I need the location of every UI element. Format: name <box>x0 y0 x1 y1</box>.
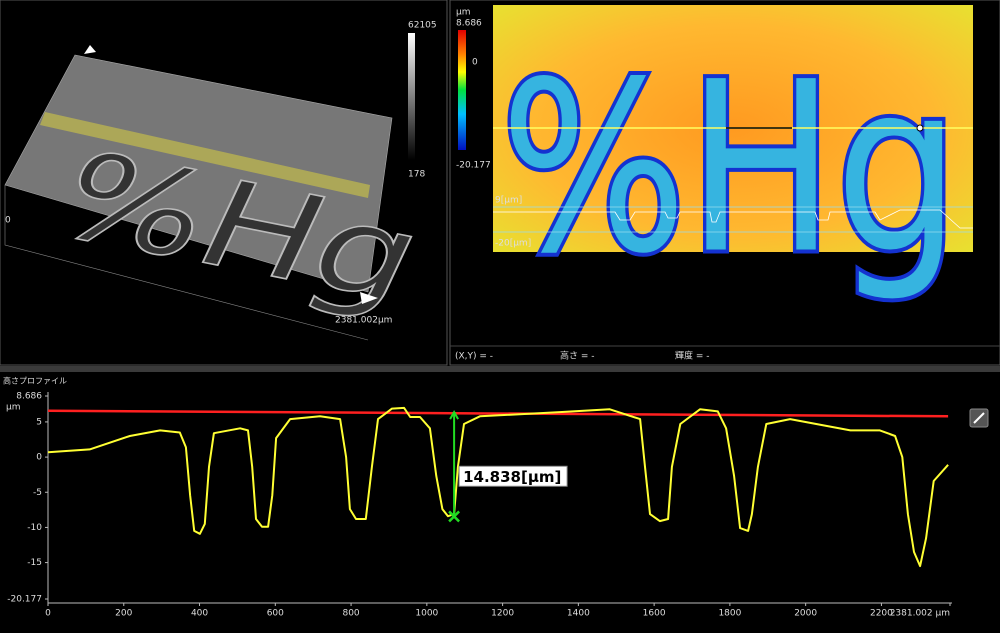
reference-line <box>47 409 949 418</box>
colorbar <box>408 33 415 160</box>
measurement-arrow <box>449 410 459 420</box>
x-tick-label: 800 <box>342 609 359 619</box>
colorbar <box>458 30 466 150</box>
surface <box>4 54 393 293</box>
profile-line <box>47 406 949 568</box>
axis-arrow <box>84 45 96 54</box>
overlay-profile <box>493 209 973 229</box>
x-tick-label: 600 <box>267 609 284 619</box>
splitter[interactable] <box>0 366 1000 372</box>
measurement-label-box <box>458 465 568 487</box>
x-tick-label: 1200 <box>491 609 514 619</box>
y-tick-label: -15 <box>27 558 42 568</box>
y-tick-label: 5 <box>36 417 42 427</box>
colorbar-label: 178 <box>408 170 425 180</box>
y-tick-label: -5 <box>33 488 42 498</box>
x-tick-label: 2200 <box>870 609 893 619</box>
x-tick-label: 1600 <box>643 609 666 619</box>
box-edge <box>4 185 369 341</box>
x-tick-label: 1000 <box>415 609 438 619</box>
profile-chart: μm -20.177 -15 -10 -5 0 5 8.686 0 200 400 600 800 100… <box>6 392 952 619</box>
status-item: 高さ = - <box>560 350 595 362</box>
x-tick-label: 400 <box>191 609 208 619</box>
measurement-marker <box>448 510 460 523</box>
x-tick-label: 0 <box>45 609 51 619</box>
edit-button[interactable] <box>969 408 989 428</box>
panel-title: 高さプロファイル <box>3 376 67 386</box>
colorbar-label: -20.177 <box>456 161 491 171</box>
y-tick-label: 0 <box>36 453 42 463</box>
button-icon <box>973 412 985 424</box>
y-tick-label: 8.686 <box>16 392 42 402</box>
x-tick-label: 2000 <box>794 609 817 619</box>
status-item: 輝度 = - <box>675 350 710 362</box>
axis-label: 0 <box>5 216 11 226</box>
status-item: (X,Y) = - <box>455 352 493 362</box>
y-tick-label: -10 <box>27 523 42 533</box>
cursor[interactable] <box>916 124 924 132</box>
y-unit: μm <box>6 403 21 413</box>
map-text: %Hg <box>500 32 960 305</box>
x-tick-label: 1800 <box>718 609 741 619</box>
x-tick-label: 2381.002 μm <box>890 609 950 619</box>
axis-label: 2381.002μm <box>335 316 392 326</box>
profile-band <box>40 112 370 198</box>
measurement-label: 14.838[μm] <box>463 468 561 486</box>
y-tick-label: -20.177 <box>7 595 42 605</box>
axis-arrow <box>360 292 378 304</box>
colorbar-label: 8.686 <box>456 19 482 29</box>
x-tick-label: 1400 <box>567 609 590 619</box>
colorbar-unit: μm <box>456 8 471 18</box>
colorbar-label: 0 <box>472 58 478 68</box>
colorbar-label: 62105 <box>408 21 437 31</box>
overlay-label: 9[μm] <box>495 196 522 206</box>
overlay-label: -20[μm] <box>495 239 531 249</box>
x-tick-label: 200 <box>115 609 132 619</box>
height-map: %Hg 9[μm] -20[μm] μm 8.686 0 -20.177 (X,… <box>450 5 1000 362</box>
